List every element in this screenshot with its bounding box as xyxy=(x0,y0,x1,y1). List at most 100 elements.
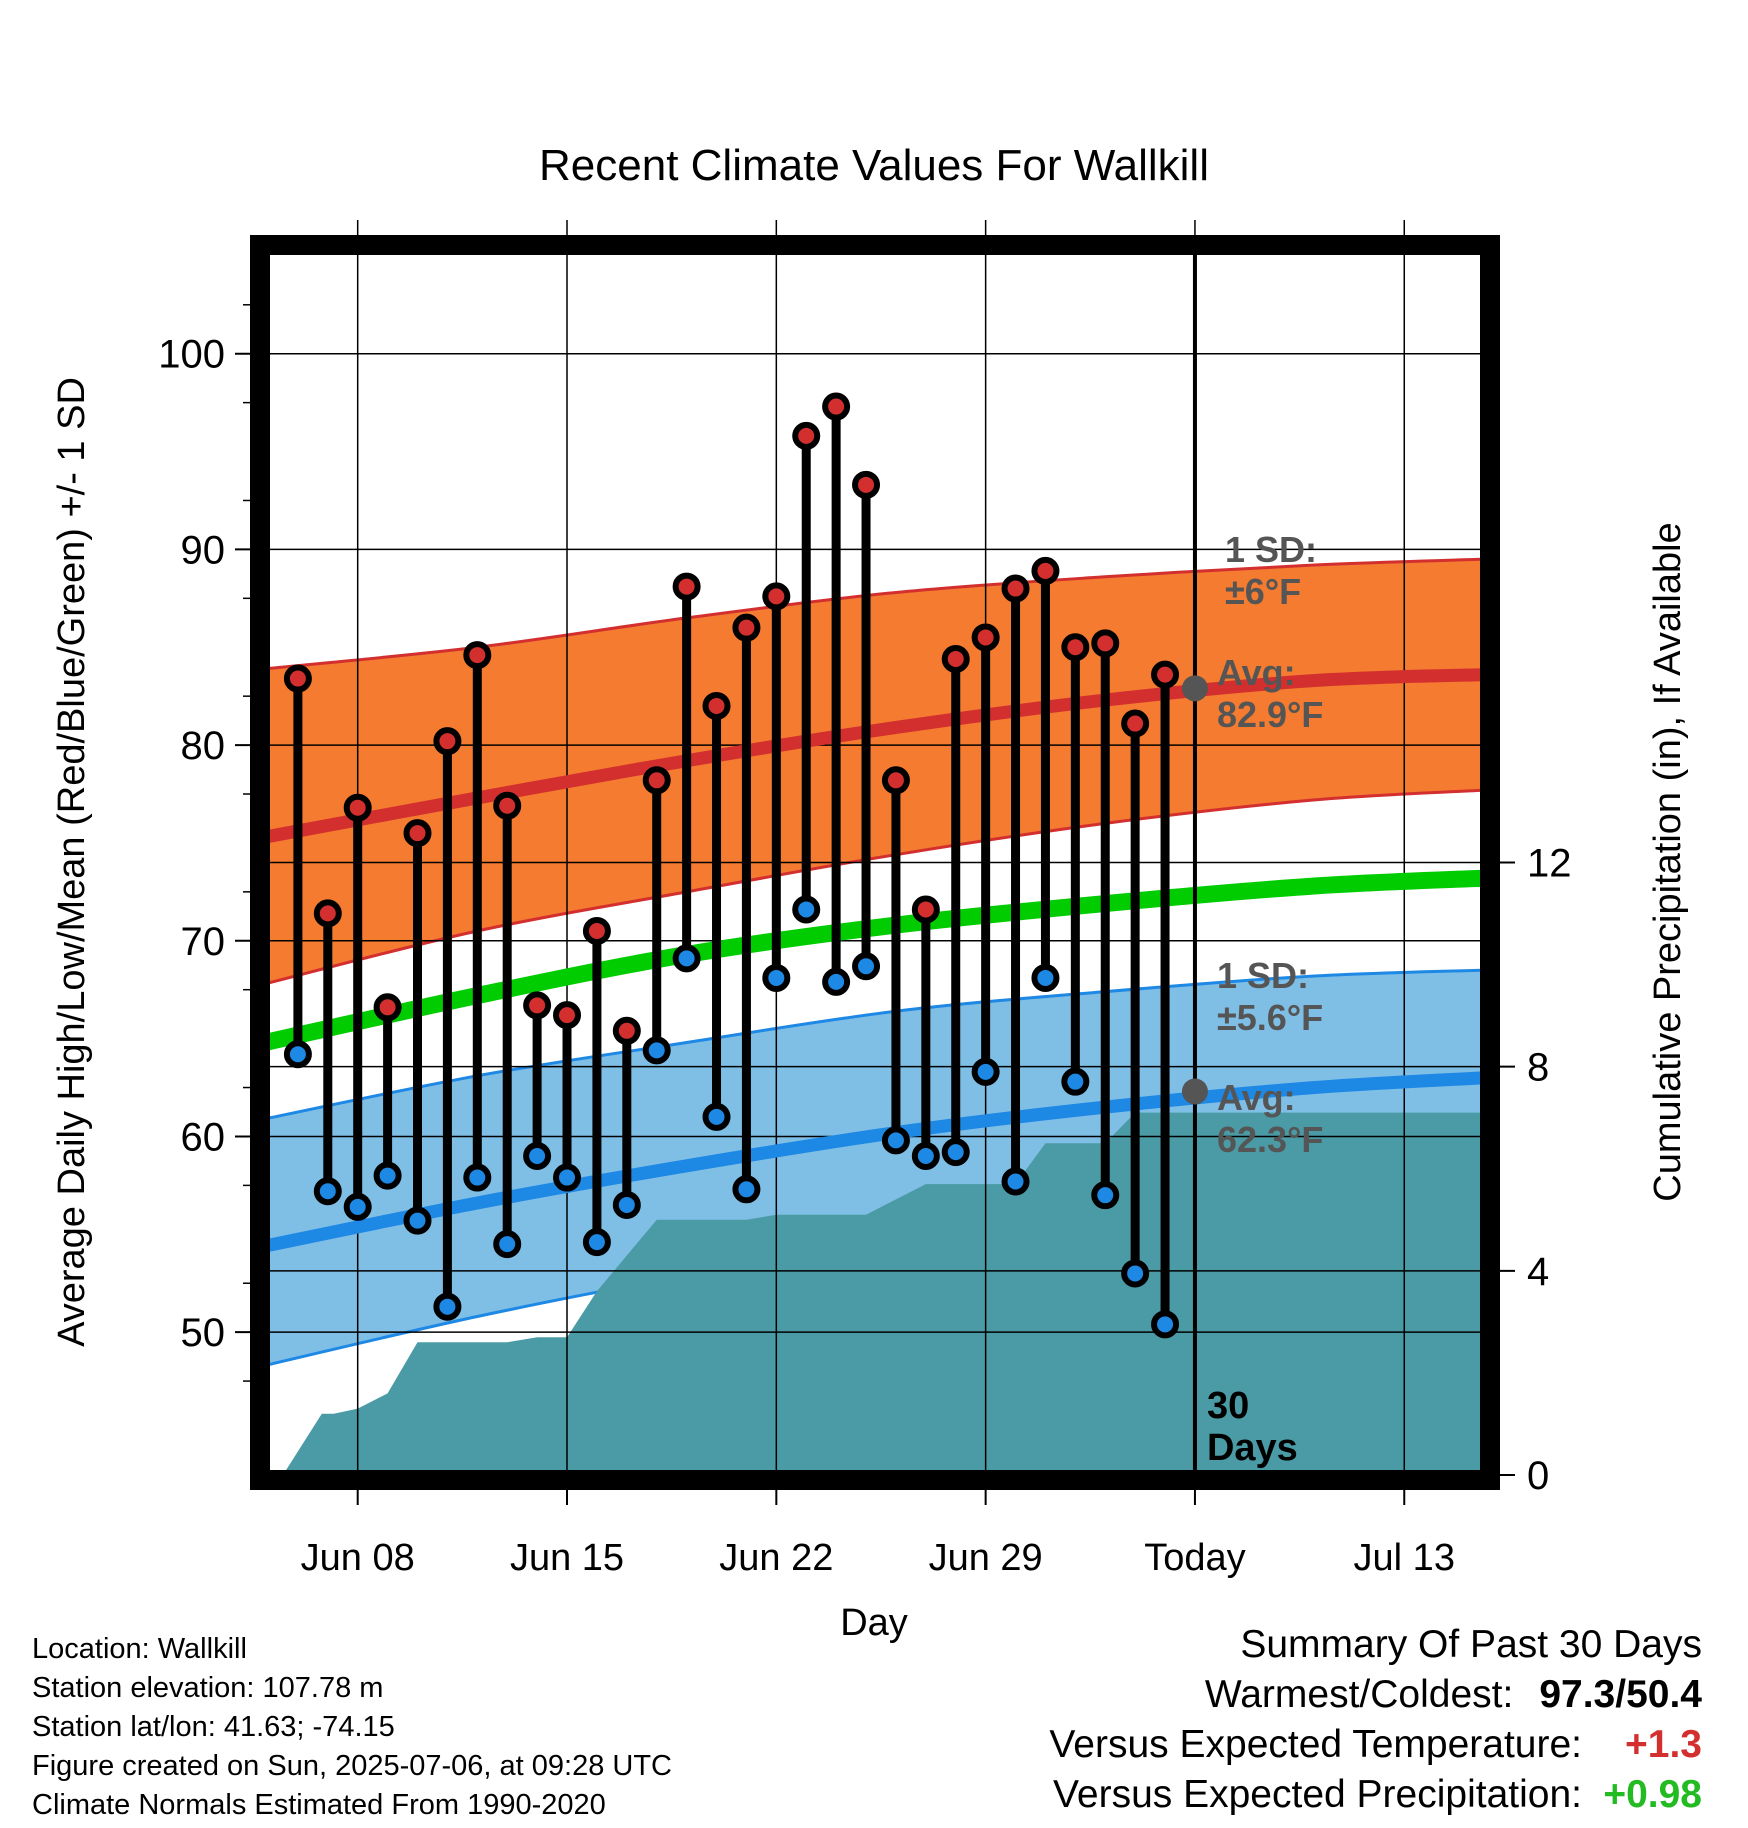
high-point xyxy=(283,664,312,693)
low-point xyxy=(881,1126,910,1155)
summary-title: Summary Of Past 30 Days xyxy=(1240,1623,1702,1666)
x-tick-label-2: Jun 22 xyxy=(719,1537,833,1579)
high-point xyxy=(672,572,701,601)
days-label-line-0: 30 xyxy=(1207,1385,1249,1427)
high-point xyxy=(822,392,851,421)
low-avg-label-line-1: 62.3°F xyxy=(1217,1119,1323,1160)
location-text: Location: Wallkill xyxy=(32,1633,247,1665)
created-text: Figure created on Sun, 2025-07-06, at 09… xyxy=(32,1750,672,1782)
high-avg-label-line-1: 82.9°F xyxy=(1217,694,1323,735)
low-point xyxy=(911,1142,940,1171)
y2-tick-label-0: 0 xyxy=(1527,1454,1549,1498)
today-avg-high-marker xyxy=(1181,675,1208,702)
y-tick-label-5: 100 xyxy=(158,333,225,377)
high-point xyxy=(1121,709,1150,738)
low-point xyxy=(732,1175,761,1204)
axes: Jun 08 Jun 15 Jun 22 Jun 29 Today Jul 13 50 60 7… xyxy=(158,304,1572,1579)
daily-points xyxy=(283,392,1208,1339)
temp-row: Versus Expected Temperature: +1.3 xyxy=(1049,1720,1702,1770)
precip-value: +0.98 xyxy=(1603,1773,1702,1816)
low-point xyxy=(283,1040,312,1069)
low-point xyxy=(373,1161,402,1190)
y-tick-label-2: 70 xyxy=(181,920,226,964)
elevation-text: Station elevation: 107.78 m xyxy=(32,1672,384,1704)
low-point xyxy=(1001,1167,1030,1196)
low-point xyxy=(403,1206,432,1235)
high-point xyxy=(1091,629,1120,658)
precip-label: Versus Expected Precipitation: xyxy=(1053,1773,1582,1816)
high-point xyxy=(523,991,552,1020)
high-point xyxy=(553,1001,582,1030)
low-point xyxy=(852,952,881,981)
low-point xyxy=(523,1142,552,1171)
high-point xyxy=(762,582,791,611)
low-point xyxy=(1091,1181,1120,1210)
low-point xyxy=(463,1163,492,1192)
high-point xyxy=(373,993,402,1022)
days-label-line-1: Days xyxy=(1207,1427,1298,1469)
high-point xyxy=(642,766,671,795)
high-point xyxy=(881,766,910,795)
high-sd-label-line-1: ±6°F xyxy=(1225,571,1301,612)
low-point xyxy=(433,1292,462,1321)
high-point xyxy=(1151,660,1180,689)
low-point xyxy=(553,1163,582,1192)
warmest-label: Warmest/Coldest: xyxy=(1204,1673,1514,1716)
high-avg-label-line-0: Avg: xyxy=(1217,652,1296,693)
low-point xyxy=(612,1190,641,1219)
high-point xyxy=(852,470,881,499)
high-point xyxy=(582,916,611,945)
daily-stems xyxy=(293,406,1170,1325)
low-avg-label-line-0: Avg: xyxy=(1217,1077,1296,1118)
station-info: Location: Wallkill Station elevation: 10… xyxy=(32,1630,672,1825)
high-point xyxy=(612,1016,641,1045)
precip-area xyxy=(282,1112,1485,1475)
x-tick-label-1: Jun 15 xyxy=(510,1537,624,1579)
y-tick-label-3: 80 xyxy=(181,724,226,768)
low-point xyxy=(971,1057,1000,1086)
x-axis-label: Day xyxy=(840,1602,908,1644)
low-point xyxy=(1061,1067,1090,1096)
high-point xyxy=(1061,633,1090,662)
low-point xyxy=(672,944,701,973)
y2-tick-label-1: 4 xyxy=(1527,1250,1549,1294)
high-point xyxy=(403,819,432,848)
low-point xyxy=(343,1192,372,1221)
band-fill-0 xyxy=(265,559,1485,984)
y2-tick-label-2: 8 xyxy=(1527,1046,1549,1090)
x-tick-label-4: Today xyxy=(1144,1537,1245,1579)
today-avg-low-marker xyxy=(1181,1078,1208,1105)
high-point xyxy=(911,895,940,924)
frame-rect xyxy=(250,235,1500,1490)
plot-frame xyxy=(250,235,1500,1490)
high-point xyxy=(313,899,342,928)
temp-label: Versus Expected Temperature: xyxy=(1049,1723,1582,1766)
low-sd-label-line-1: ±5.6°F xyxy=(1217,997,1323,1038)
low-point xyxy=(762,963,791,992)
temp-value: +1.3 xyxy=(1625,1723,1702,1766)
chart-title: Recent Climate Values For Wallkill xyxy=(539,141,1209,190)
latlon-text: Station lat/lon: 41.63; -74.15 xyxy=(32,1711,395,1743)
y-tick-label-1: 60 xyxy=(181,1115,226,1159)
normals-text: Climate Normals Estimated From 1990-2020 xyxy=(32,1789,606,1821)
low-point xyxy=(1151,1310,1180,1339)
y-tick-label-4: 90 xyxy=(181,528,226,572)
x-tick-label-0: Jun 08 xyxy=(301,1537,415,1579)
low-point xyxy=(642,1036,671,1065)
high-point xyxy=(1001,574,1030,603)
y2-axis-label: Cumulative Precipitation (in), If Availa… xyxy=(1647,522,1689,1201)
summary-panel: Summary Of Past 30 Days Warmest/Coldest:… xyxy=(1049,1620,1702,1820)
high-point xyxy=(702,691,731,720)
y-axis-label: Average Daily High/Low/Mean (Red/Blue/Gr… xyxy=(51,377,93,1347)
low-point xyxy=(941,1138,970,1167)
low-point xyxy=(582,1228,611,1257)
low-point xyxy=(1121,1259,1150,1288)
high-point xyxy=(343,793,372,822)
warmest-row: Warmest/Coldest: 97.3/50.4 xyxy=(1049,1670,1702,1720)
high-sd-label-line-0: 1 SD: xyxy=(1225,529,1317,570)
low-point xyxy=(792,895,821,924)
high-point xyxy=(732,613,761,642)
precipitation-area xyxy=(282,1112,1485,1475)
x-tick-label-5: Jul 13 xyxy=(1354,1537,1455,1579)
